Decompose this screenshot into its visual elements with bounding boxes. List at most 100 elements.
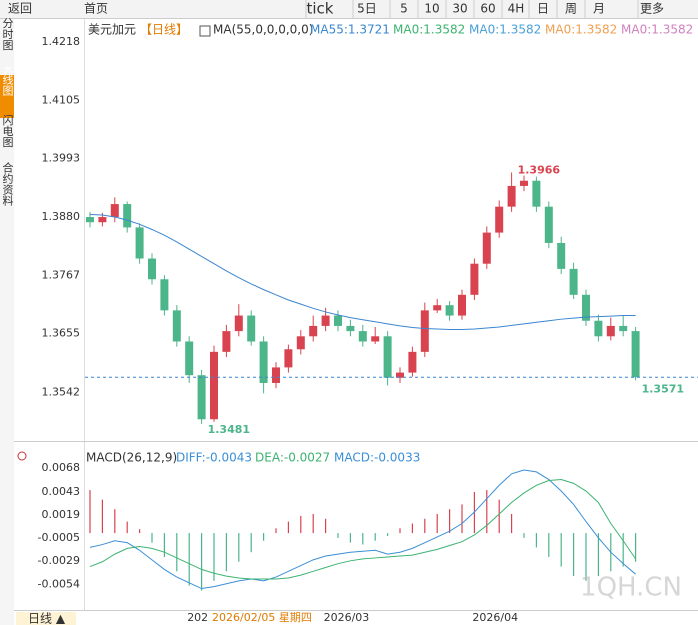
price-annotation: 1.3481: [208, 423, 250, 436]
candle-body: [272, 367, 280, 383]
crosshair-label: 2026/02/05 星期四: [212, 611, 312, 624]
candle-body: [582, 294, 590, 321]
x-tick-label: 202: [187, 611, 208, 624]
ma-legend: MA55:1.3721: [310, 23, 390, 37]
sidebar-tab[interactable]: 合约资料: [1, 161, 14, 207]
y-tick-label: 1.4105: [42, 93, 81, 106]
candle-body: [408, 351, 417, 373]
candle-body: [86, 217, 94, 223]
candle-body: [470, 263, 479, 295]
candle-body: [569, 268, 578, 295]
macd-icon: [17, 451, 27, 461]
y-tick-label: 1.3655: [42, 327, 81, 340]
y-tick-label: 1.3880: [42, 210, 81, 223]
candle-body: [309, 325, 318, 337]
candle-body: [259, 341, 268, 383]
toolbar-button[interactable]: 首页: [84, 2, 108, 16]
candle-body: [383, 336, 392, 378]
y-tick-label: 1.4218: [42, 35, 81, 48]
toolbar-button[interactable]: 日: [537, 2, 549, 16]
y-tick-label: 0.0043: [42, 485, 81, 498]
macd-legend: DIFF:-0.0043: [176, 451, 252, 465]
candle-body: [544, 206, 553, 243]
macd-line: [89, 469, 636, 590]
candle-body: [594, 320, 603, 337]
crosshair-box: [210, 612, 320, 625]
toolbar-button[interactable]: 返回: [8, 2, 32, 16]
sidebar-active: [0, 75, 14, 118]
sidebar-tab[interactable]: K线图: [1, 66, 14, 96]
candle-body: [247, 315, 256, 342]
candle-body: [371, 336, 380, 342]
macd-legend: DEA:-0.0027: [255, 451, 330, 465]
candle-body: [123, 204, 132, 228]
candle-body: [284, 349, 293, 368]
candle-body: [197, 375, 206, 420]
candle-body: [507, 185, 516, 207]
candle-body: [346, 325, 355, 332]
candle-body: [210, 351, 218, 420]
sidebar-tab[interactable]: 闪电图: [1, 113, 14, 148]
x-tick-label: 2026/03: [324, 611, 370, 624]
toolbar-button[interactable]: 60: [480, 2, 495, 16]
toolbar-button[interactable]: 周: [565, 2, 577, 16]
candle-body: [445, 305, 454, 316]
y-tick-label: -0.0005: [38, 531, 80, 544]
price-annotation: 1.3966: [518, 163, 561, 176]
candle-body: [458, 294, 466, 316]
watermark: 1QH.CN: [580, 573, 682, 603]
macd-legend: MACD:-0.0033: [334, 451, 420, 465]
candle-body: [321, 315, 330, 326]
candle-body: [98, 217, 107, 223]
y-tick-label: -0.0029: [38, 554, 80, 567]
sidebar-tab[interactable]: 分时图: [1, 17, 14, 51]
candle-body: [222, 331, 231, 352]
candle-body: [606, 325, 615, 337]
candle-body: [185, 341, 194, 376]
toolbar: [0, 0, 698, 18]
period-button[interactable]: 日线 ▲: [28, 612, 66, 625]
candle-body: [482, 232, 491, 264]
ma-legend: MA0:1.3582: [545, 23, 617, 37]
sidebar: [0, 19, 14, 625]
toolbar-button[interactable]: 更多: [640, 2, 664, 16]
candle-body: [334, 315, 342, 326]
period-label: 【日线】: [140, 23, 188, 37]
macd-title: MACD(26,12,9): [86, 451, 177, 465]
candle-body: [495, 206, 504, 233]
toolbar-button[interactable]: 5日: [357, 2, 377, 16]
candle-body: [631, 331, 640, 378]
candle-body: [433, 305, 442, 311]
y-tick-label: -0.0054: [38, 578, 80, 591]
toolbar-button[interactable]: 月: [593, 2, 605, 16]
ma-legend: MA0:1.3582: [621, 23, 693, 37]
y-tick-label: 1.3993: [42, 151, 81, 164]
ma-legend: MA0:1.3582: [469, 23, 541, 37]
y-tick-label: 0.0068: [42, 461, 81, 474]
candle-body: [135, 227, 144, 259]
candle-body: [296, 336, 305, 350]
toolbar-button[interactable]: 4H: [508, 2, 525, 16]
y-tick-label: 1.3767: [42, 269, 81, 282]
instrument-title: 美元加元: [88, 23, 136, 37]
toolbar-button[interactable]: 30: [452, 2, 467, 16]
candle-body: [619, 325, 628, 332]
toolbar-button[interactable]: tick: [307, 0, 334, 18]
ma-legend: MA0:1.3582: [393, 23, 465, 37]
toolbar-button[interactable]: 5: [400, 2, 408, 16]
candle-body: [557, 242, 566, 269]
price-annotation: 1.3571: [642, 382, 684, 395]
ma-line: [89, 213, 636, 331]
y-tick-label: 0.0019: [42, 508, 81, 521]
candle-body: [110, 204, 119, 218]
candle-body: [172, 310, 181, 342]
ma-indicator: MA(55,0,0,0,0,0): [213, 23, 313, 37]
period-button-bg[interactable]: [16, 612, 76, 625]
candle-body: [234, 315, 243, 332]
toolbar-button[interactable]: 10: [424, 2, 439, 16]
x-tick-label: 2026/04: [472, 611, 518, 624]
macd-line: [89, 479, 637, 580]
y-tick-label: 1.3542: [42, 385, 81, 398]
candle-body: [532, 180, 541, 207]
